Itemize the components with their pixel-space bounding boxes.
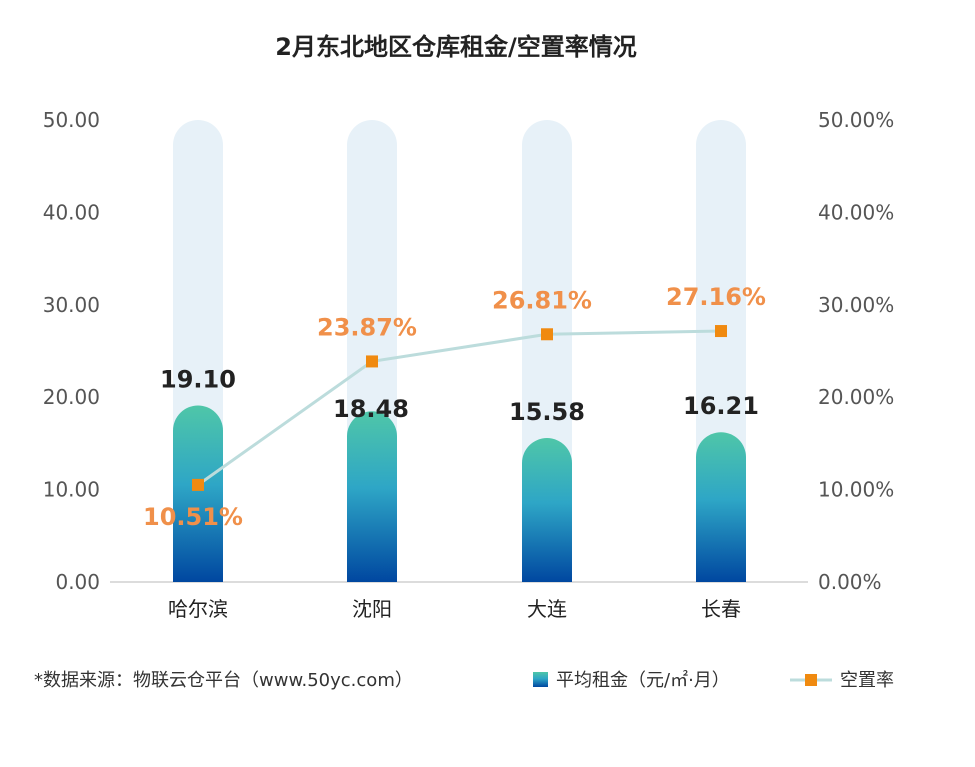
category-label: 哈尔滨 (168, 597, 228, 621)
vacancy-value-label: 23.87% (317, 313, 417, 341)
vacancy-value-label: 26.81% (492, 286, 592, 314)
y-right-tick: 10.00% (818, 478, 894, 502)
legend-line-marker (805, 674, 817, 686)
bar-value-label: 19.10 (160, 366, 236, 394)
bar (522, 438, 572, 582)
vacancy-point (541, 328, 553, 341)
vacancy-value-label: 10.51% (143, 503, 243, 531)
category-label: 沈阳 (352, 597, 392, 621)
y-left-tick: 10.00 (43, 478, 100, 502)
legend-bar-label: 平均租金（元/㎡·月） (556, 669, 730, 691)
y-right-tick: 0.00% (818, 570, 882, 594)
y-axis-right: 0.00% 10.00% 20.00% 30.00% 40.00% 50.00% (818, 108, 894, 594)
bar (173, 405, 223, 582)
bar (696, 432, 746, 582)
y-left-tick: 30.00 (43, 293, 100, 317)
y-right-tick: 40.00% (818, 200, 894, 224)
y-right-tick: 30.00% (818, 293, 894, 317)
bar-tracks (173, 120, 746, 582)
chart-title: 2月东北地区仓库租金/空置率情况 (275, 33, 636, 61)
category-label: 长春 (701, 597, 741, 621)
y-right-tick: 20.00% (818, 385, 894, 409)
y-right-tick: 50.00% (818, 108, 894, 132)
bar (347, 411, 397, 582)
y-left-tick: 0.00 (55, 570, 100, 594)
source-footnote: *数据来源：物联云仓平台（www.50yc.com） (34, 670, 413, 691)
vacancy-value-label: 27.16% (666, 283, 766, 311)
bars (173, 405, 746, 582)
vacancy-point (715, 325, 727, 338)
y-left-tick: 50.00 (43, 108, 100, 132)
legend: 平均租金（元/㎡·月） 空置率 (533, 669, 894, 691)
vacancy-point (366, 355, 378, 368)
y-left-tick: 40.00 (43, 200, 100, 224)
legend-bar-swatch (533, 672, 548, 687)
vacancy-polyline (197, 329, 722, 487)
bar-value-label: 16.21 (683, 392, 759, 420)
x-axis-labels: 哈尔滨 沈阳 大连 长春 (168, 597, 741, 621)
data-labels: 19.10 18.48 15.58 16.21 10.51% 23.87% 26.81% 27… (143, 283, 766, 531)
bar-value-label: 15.58 (509, 398, 585, 426)
vacancy-point (192, 478, 204, 491)
bar-value-label: 18.48 (333, 395, 409, 423)
vacancy-line (192, 325, 727, 491)
legend-line-label: 空置率 (840, 670, 894, 691)
category-label: 大连 (527, 597, 567, 621)
y-left-tick: 20.00 (43, 385, 100, 409)
y-axis-left: 0.00 10.00 20.00 30.00 40.00 50.00 (43, 108, 100, 594)
